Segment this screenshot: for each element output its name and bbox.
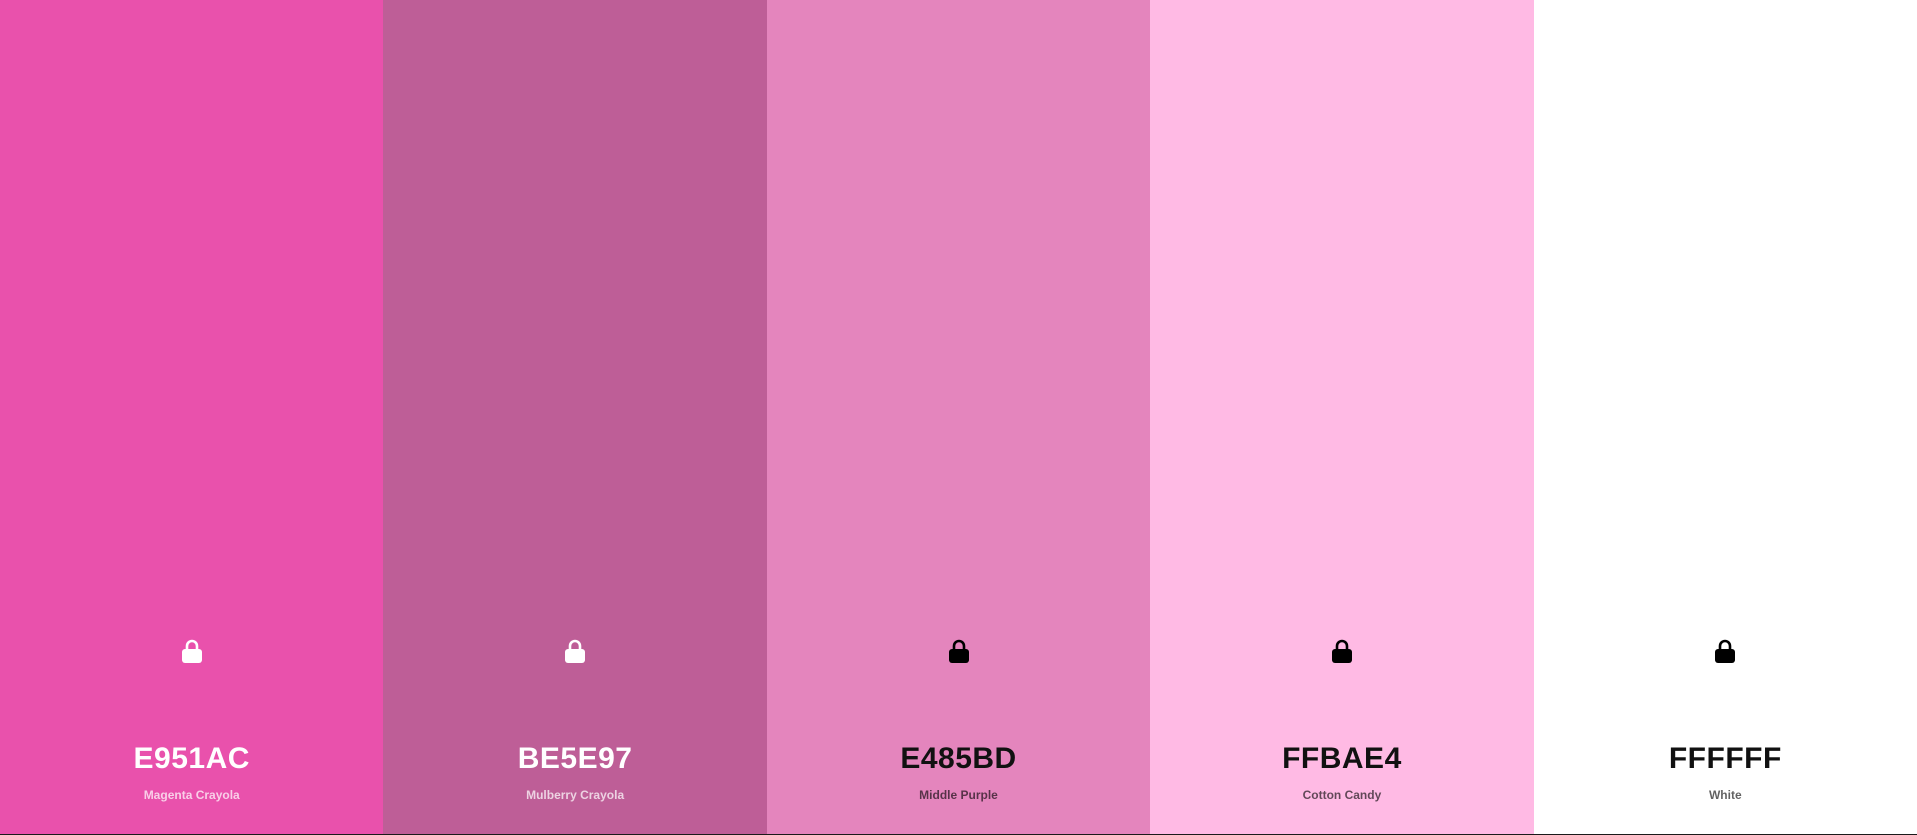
color-swatch-5[interactable]: FFFFFF White [1533, 0, 1917, 834]
color-name: Mulberry Crayola [526, 788, 625, 802]
color-name: White [1708, 788, 1742, 802]
hex-code[interactable]: E485BD [900, 742, 1017, 775]
lock-icon[interactable] [1329, 637, 1355, 665]
hex-code[interactable]: BE5E97 [517, 742, 633, 775]
color-name: Magenta Crayola [143, 788, 240, 802]
lock-icon[interactable] [1712, 637, 1738, 665]
color-swatch-4[interactable]: FFBAE4 Cotton Candy [1150, 0, 1534, 834]
color-swatch-3[interactable]: E485BD Middle Purple [766, 0, 1151, 834]
hex-code[interactable]: FFBAE4 [1282, 742, 1402, 775]
lock-icon[interactable] [946, 637, 972, 665]
color-swatch-1[interactable]: E951AC Magenta Crayola [0, 0, 384, 834]
lock-icon[interactable] [179, 637, 205, 665]
hex-code[interactable]: E951AC [133, 742, 250, 775]
color-swatch-2[interactable]: BE5E97 Mulberry Crayola [383, 0, 767, 834]
lock-icon[interactable] [562, 637, 588, 665]
color-name: Cotton Candy [1302, 788, 1382, 802]
color-name: Middle Purple [919, 788, 998, 802]
hex-code[interactable]: FFFFFF [1668, 742, 1782, 775]
